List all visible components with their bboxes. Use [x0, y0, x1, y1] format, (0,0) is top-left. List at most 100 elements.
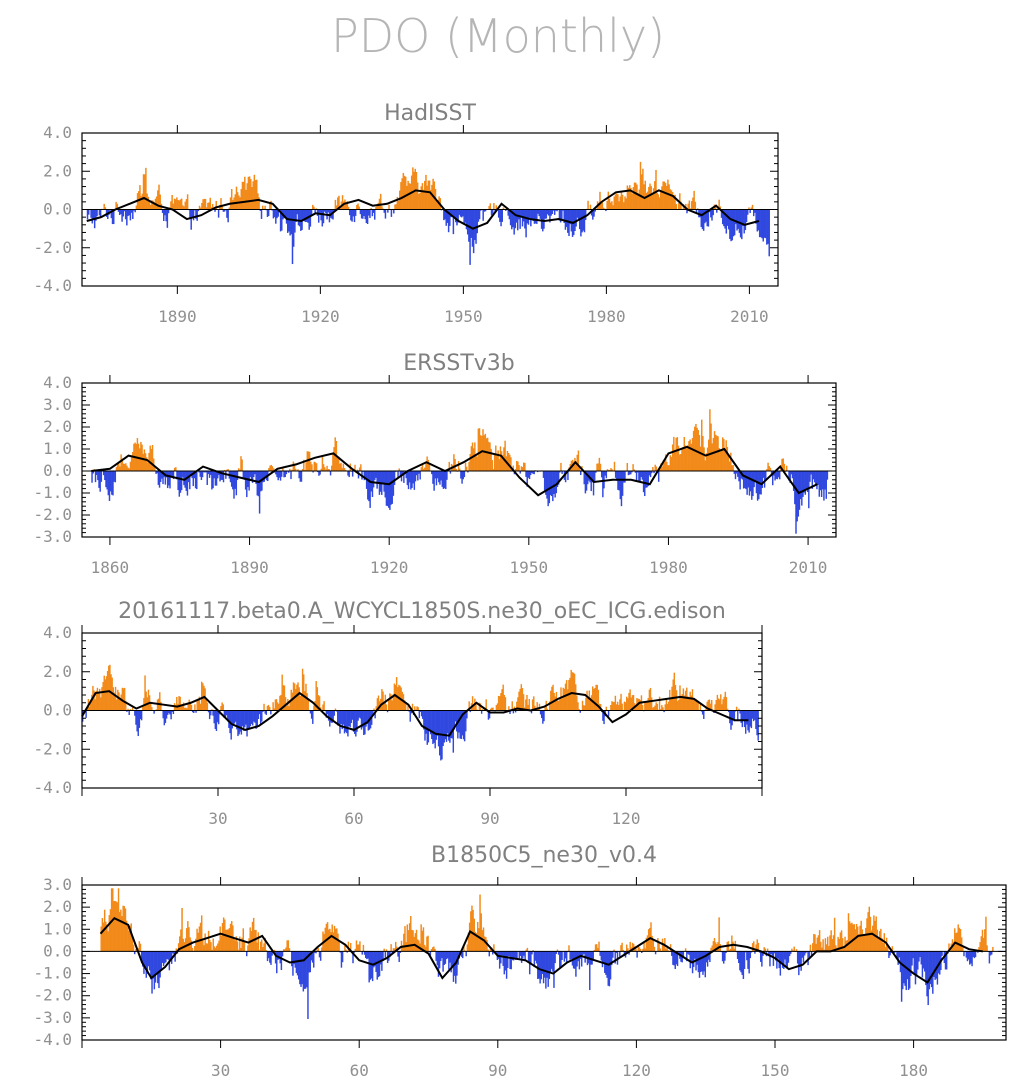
monthly-bar	[333, 710, 336, 716]
monthly-bar	[570, 209, 573, 232]
monthly-bar	[292, 209, 295, 247]
monthly-bar	[286, 705, 288, 711]
monthly-bar	[551, 209, 554, 215]
monthly-bar	[128, 930, 130, 952]
monthly-bar	[372, 209, 375, 213]
monthly-bar	[339, 951, 342, 953]
monthly-bar	[89, 701, 92, 711]
monthly-bar	[336, 456, 339, 471]
monthly-bar	[224, 710, 227, 718]
monthly-bar	[286, 209, 289, 233]
monthly-bar	[699, 209, 701, 218]
monthly-bar	[784, 951, 786, 960]
monthly-bar	[593, 949, 596, 952]
monthly-bar	[687, 951, 689, 954]
monthly-bar	[173, 951, 175, 955]
monthly-bar	[335, 205, 338, 210]
monthly-bar	[360, 209, 363, 219]
monthly-bar	[217, 209, 220, 218]
monthly-bar	[130, 455, 133, 471]
monthly-bar	[303, 674, 305, 711]
monthly-bar	[139, 710, 142, 720]
monthly-bar	[513, 209, 515, 235]
monthly-bar	[417, 471, 419, 481]
monthly-bar	[619, 471, 622, 500]
monthly-bar	[199, 703, 202, 711]
monthly-bar	[755, 209, 757, 224]
monthly-bar	[180, 929, 182, 952]
monthly-bar	[384, 951, 387, 958]
monthly-bar	[626, 185, 629, 210]
monthly-bar	[415, 709, 417, 711]
monthly-bar	[742, 471, 745, 489]
monthly-bar	[310, 461, 312, 471]
monthly-bar	[511, 701, 513, 711]
monthly-bar	[324, 467, 326, 471]
monthly-bar	[738, 951, 740, 964]
monthly-bar	[676, 437, 679, 471]
monthly-bar	[488, 441, 490, 471]
monthly-bar	[200, 471, 203, 481]
monthly-bar	[764, 948, 767, 952]
monthly-bar	[754, 471, 757, 481]
monthly-bar	[541, 951, 544, 975]
monthly-bar	[434, 710, 436, 749]
monthly-bar	[673, 951, 675, 966]
monthly-bar	[718, 699, 721, 711]
monthly-bar	[120, 209, 122, 215]
monthly-bar	[673, 436, 675, 471]
monthly-bar	[290, 471, 292, 480]
monthly-bar	[321, 209, 324, 227]
monthly-bar	[970, 951, 972, 964]
monthly-bar	[411, 929, 413, 952]
monthly-bar	[777, 951, 779, 959]
monthly-bar	[670, 190, 673, 210]
monthly-bar	[462, 471, 464, 480]
monthly-bar	[851, 922, 853, 952]
monthly-bar	[562, 687, 564, 711]
monthly-bar	[486, 437, 489, 471]
monthly-bar	[424, 467, 426, 471]
monthly-bar	[121, 458, 124, 471]
monthly-bar	[518, 465, 520, 471]
monthly-bar	[573, 461, 575, 471]
monthly-bar	[246, 471, 248, 498]
monthly-bar	[221, 702, 223, 711]
monthly-bar	[493, 944, 495, 952]
monthly-bar	[322, 464, 325, 471]
monthly-bar	[657, 471, 660, 482]
monthly-bar	[438, 951, 441, 969]
monthly-bar	[631, 193, 633, 210]
monthly-bar	[776, 471, 779, 480]
monthly-bar	[271, 466, 274, 471]
monthly-bar	[747, 209, 749, 215]
monthly-bar	[247, 176, 250, 210]
monthly-bar	[423, 710, 425, 730]
monthly-bar	[937, 951, 940, 974]
x-tick-label: 60	[350, 1061, 369, 1080]
monthly-bar	[492, 469, 495, 471]
monthly-bar	[493, 203, 495, 210]
monthly-bar	[276, 702, 279, 711]
monthly-bar	[96, 687, 99, 711]
monthly-bar	[658, 197, 661, 210]
monthly-bar	[574, 457, 576, 471]
monthly-bar	[832, 935, 835, 952]
monthly-bar	[383, 948, 385, 952]
monthly-bar	[100, 697, 102, 711]
monthly-bar	[631, 695, 634, 711]
monthly-bar	[705, 708, 707, 711]
monthly-bar	[471, 905, 473, 952]
monthly-bar	[758, 471, 760, 500]
monthly-bar	[534, 705, 536, 711]
monthly-bar	[397, 200, 400, 210]
monthly-bar	[139, 448, 141, 471]
monthly-bar	[930, 951, 933, 988]
monthly-bar	[582, 705, 585, 711]
y-tick-label: 0.0	[43, 461, 72, 480]
monthly-bar	[620, 190, 623, 210]
monthly-bar	[424, 710, 426, 741]
monthly-bar	[239, 469, 241, 471]
monthly-bar	[279, 471, 282, 481]
monthly-bar	[388, 471, 390, 508]
